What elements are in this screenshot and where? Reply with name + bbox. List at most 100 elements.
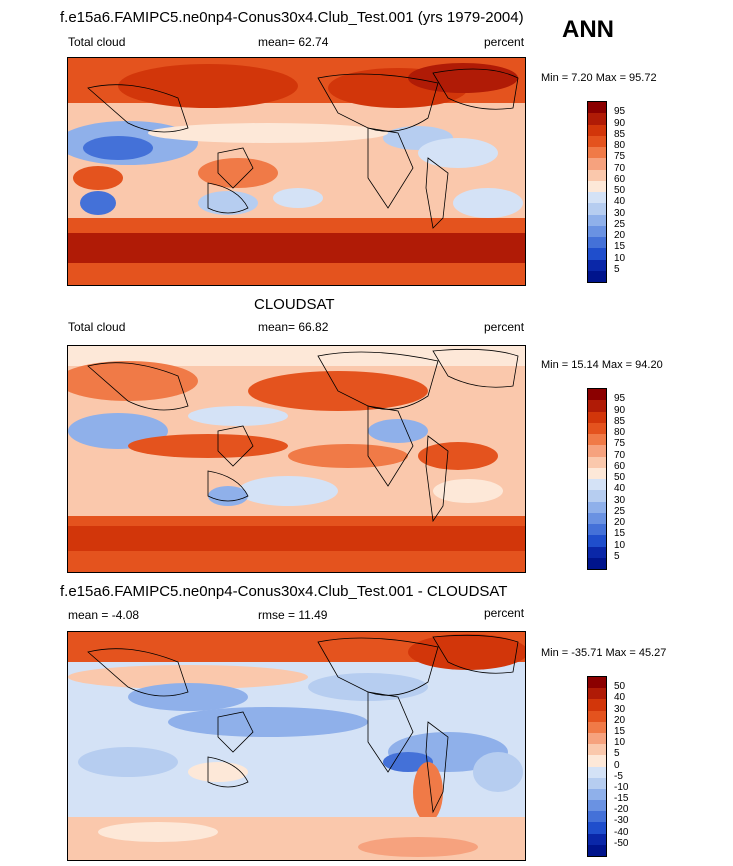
colorbar-swatch: [588, 677, 606, 689]
colorbar-swatch: [588, 512, 606, 524]
panel-title: f.e15a6.FAMIPC5.ne0np4-Conus30x4.Club_Te…: [60, 9, 524, 26]
colorbar-tick-label: 20: [614, 517, 626, 528]
colorbar-tick-label: -20: [614, 804, 629, 816]
colorbar-swatch: [588, 732, 606, 745]
colorbar-tick-label: 20: [614, 714, 626, 726]
colorbar-swatch: [588, 490, 606, 502]
colorbar-tick-label: 60: [614, 460, 626, 472]
colorbar-tick-label: 30: [614, 494, 626, 506]
colorbar-model: [587, 101, 607, 283]
colorbar-tick-label: 15: [614, 528, 626, 540]
colorbar-swatch: [588, 456, 606, 468]
colorbar-swatch: [588, 259, 606, 271]
minmax-label: Min = -35.71 Max = 45.27: [541, 647, 667, 659]
colorbar-tick-label: 90: [614, 117, 626, 129]
colorbar-swatch: [588, 688, 606, 700]
colorbar-swatch: [588, 788, 606, 801]
colorbar-tick-label: 0: [614, 759, 620, 771]
colorbar-tick-label: 15: [614, 725, 626, 737]
mean-label: mean = -4.08: [68, 608, 140, 622]
variable-label: Total cloud: [68, 35, 126, 49]
colorbar-tick-label: 10: [614, 252, 626, 264]
colorbar-swatch: [588, 467, 606, 479]
colorbar-tick-label: 30: [614, 207, 626, 219]
colorbar-tick-label: 80: [614, 140, 626, 151]
colorbar-swatch: [588, 180, 606, 192]
colorbar-swatch: [588, 113, 606, 125]
colorbar-tick-label: 10: [614, 539, 626, 551]
colorbar-tick-label: 40: [614, 483, 626, 495]
colorbar-swatch: [588, 248, 606, 260]
colorbar-tick-label: 25: [614, 505, 626, 517]
colorbar-tick-label: 90: [614, 404, 626, 416]
colorbar-swatch: [588, 124, 606, 136]
colorbar-swatch: [588, 811, 606, 823]
colorbar-swatch: [588, 389, 606, 401]
colorbar-swatch: [588, 411, 606, 423]
minmax-label: Min = 15.14 Max = 94.20: [541, 359, 663, 371]
colorbar-cloudsat: [587, 388, 607, 570]
colorbar-swatch: [588, 434, 606, 446]
colorbar-swatch: [588, 169, 606, 181]
colorbar-tick-label: -50: [614, 837, 629, 849]
colorbar-tick-label: 5: [614, 748, 620, 760]
colorbar-swatch: [588, 102, 606, 114]
colorbar-tick-label: 80: [614, 427, 626, 438]
colorbar-tick-label: -30: [614, 815, 629, 827]
variable-label: Total cloud: [68, 320, 126, 334]
colorbar-tick-label: 75: [614, 151, 626, 163]
colorbar-swatch: [588, 557, 606, 569]
colorbar-swatch: [588, 710, 606, 722]
minmax-label: Min = 7.20 Max = 95.72: [541, 72, 657, 84]
colorbar-tick-label: -40: [614, 826, 629, 838]
colorbar-swatch: [588, 524, 606, 536]
colorbar-tick-label: 40: [614, 196, 626, 208]
colorbar-difference: [587, 676, 607, 857]
colorbar-swatch: [588, 833, 606, 845]
colorbar-swatch: [588, 501, 606, 513]
colorbar-tick-label: 50: [614, 681, 626, 693]
colorbar-swatch: [588, 135, 606, 147]
colorbar-tick-label: 50: [614, 185, 626, 196]
cloud-map-difference: [67, 631, 526, 861]
mean-label: mean= 62.74: [258, 35, 329, 49]
colorbar-swatch: [588, 800, 606, 812]
colorbar-swatch: [588, 445, 606, 457]
colorbar-swatch: [588, 766, 606, 778]
colorbar-tick-label: 60: [614, 173, 626, 185]
colorbar-tick-label: 40: [614, 692, 626, 704]
colorbar-swatch: [588, 699, 606, 711]
colorbar-swatch: [588, 203, 606, 215]
colorbar-tick-label: 20: [614, 230, 626, 241]
season-label: ANN: [562, 16, 614, 43]
panel-title: f.e15a6.FAMIPC5.ne0np4-Conus30x4.Club_Te…: [60, 583, 508, 600]
colorbar-tick-label: 25: [614, 218, 626, 230]
colorbar-tick-label: 5: [614, 550, 620, 562]
colorbar-swatch: [588, 744, 606, 756]
colorbar-swatch: [588, 777, 606, 789]
units-label: percent: [484, 35, 525, 49]
colorbar-tick-label: 5: [614, 263, 620, 275]
cloud-map-cloudsat: [67, 345, 526, 573]
colorbar-swatch: [588, 237, 606, 249]
colorbar-tick-label: 70: [614, 449, 626, 461]
panel-title: CLOUDSAT: [254, 296, 335, 313]
colorbar-swatch: [588, 270, 606, 282]
colorbar-swatch: [588, 755, 606, 767]
colorbar-tick-label: -10: [614, 781, 629, 793]
colorbar-swatch: [588, 844, 606, 856]
colorbar-swatch: [588, 422, 606, 434]
colorbar-tick-label: 70: [614, 162, 626, 174]
colorbar-tick-label: 75: [614, 438, 626, 450]
colorbar-swatch: [588, 546, 606, 558]
colorbar-tick-label: 15: [614, 241, 626, 253]
colorbar-swatch: [588, 721, 606, 733]
colorbar-tick-label: -15: [614, 793, 629, 805]
colorbar-swatch: [588, 158, 606, 170]
colorbar-tick-label: 30: [614, 703, 626, 715]
colorbar-tick-label: 10: [614, 737, 626, 749]
colorbar-tick-label: 95: [614, 393, 626, 405]
colorbar-swatch: [588, 225, 606, 237]
colorbar-swatch: [588, 192, 606, 204]
mean-label: mean= 66.82: [258, 320, 329, 334]
